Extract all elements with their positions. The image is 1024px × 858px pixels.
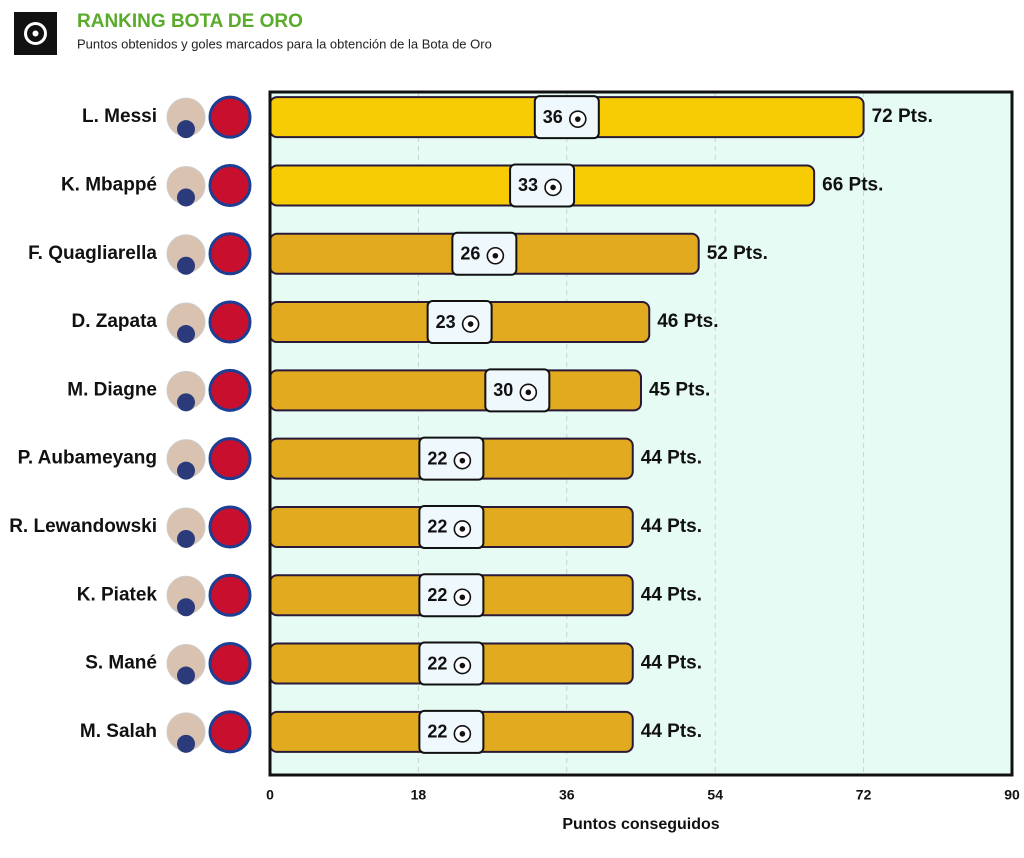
club-crest bbox=[208, 642, 252, 686]
goal-label: 22 bbox=[427, 653, 447, 673]
player-photo bbox=[177, 666, 195, 685]
club-crest bbox=[208, 368, 252, 412]
category-label: R. Lewandowski bbox=[9, 516, 157, 537]
category-label: K. Piatek bbox=[77, 584, 158, 605]
value-label: 45 Pts. bbox=[649, 379, 710, 400]
category-label: K. Mbappé bbox=[61, 174, 157, 195]
x-axis-label: Puntos conseguidos bbox=[562, 816, 719, 833]
ball-icon bbox=[525, 389, 532, 396]
category-label: M. Salah bbox=[80, 721, 157, 742]
x-tick-label: 0 bbox=[266, 787, 274, 803]
value-label: 66 Pts. bbox=[822, 174, 883, 195]
player-photo bbox=[177, 256, 195, 275]
category-label: L. Messi bbox=[82, 106, 157, 127]
value-label: 44 Pts. bbox=[641, 721, 702, 742]
club-crest bbox=[208, 573, 252, 617]
chart-subtitle: Puntos obtenidos y goles marcados para l… bbox=[77, 36, 492, 51]
value-label: 52 Pts. bbox=[707, 243, 768, 264]
value-label: 44 Pts. bbox=[641, 516, 702, 537]
x-tick-label: 54 bbox=[707, 787, 723, 803]
goal-badge bbox=[418, 504, 485, 549]
player-photo bbox=[177, 461, 195, 480]
goal-label: 22 bbox=[427, 585, 447, 605]
goal-label: 36 bbox=[543, 107, 563, 127]
x-tick-label: 90 bbox=[1004, 787, 1020, 803]
club-crest bbox=[208, 710, 252, 754]
x-tick-label: 18 bbox=[411, 787, 427, 803]
club-crest bbox=[208, 232, 252, 276]
ball-icon bbox=[459, 457, 466, 464]
goal-label: 22 bbox=[427, 722, 447, 742]
ball-icon bbox=[459, 662, 466, 669]
player-photo bbox=[177, 325, 195, 344]
category-label: M. Diagne bbox=[67, 379, 157, 400]
goal-label: 22 bbox=[427, 448, 447, 468]
goal-label: 30 bbox=[493, 380, 513, 400]
ball-icon bbox=[550, 184, 556, 191]
logo-icon bbox=[32, 30, 39, 37]
category-label: F. Quagliarella bbox=[28, 243, 157, 264]
value-label: 72 Pts. bbox=[872, 106, 933, 127]
player-photo bbox=[177, 734, 195, 753]
club-crest bbox=[208, 505, 252, 549]
category-label: P. Aubameyang bbox=[18, 448, 157, 469]
goal-badge bbox=[533, 95, 600, 140]
bar bbox=[269, 369, 642, 412]
club-crest bbox=[208, 300, 252, 344]
goal-badge bbox=[418, 573, 485, 618]
goal-badge bbox=[418, 436, 485, 481]
goal-label: 26 bbox=[460, 244, 480, 264]
logo-icon bbox=[24, 22, 47, 45]
value-label: 44 Pts. bbox=[641, 584, 702, 605]
category-label: S. Mané bbox=[85, 653, 157, 674]
chart-title: RANKING BOTA DE ORO bbox=[77, 11, 303, 32]
player-photo bbox=[177, 188, 195, 207]
goal-label: 22 bbox=[427, 517, 447, 537]
goal-label: 23 bbox=[436, 312, 456, 332]
ball-icon bbox=[459, 594, 466, 601]
x-tick-label: 72 bbox=[856, 787, 872, 803]
player-photo bbox=[177, 393, 195, 412]
player-photo bbox=[177, 598, 195, 617]
goal-badge bbox=[509, 163, 576, 208]
plot-border bbox=[268, 90, 1014, 777]
goal-badge bbox=[418, 641, 485, 686]
goal-badge bbox=[418, 709, 485, 754]
value-label: 44 Pts. bbox=[641, 448, 702, 469]
goal-badge bbox=[426, 300, 493, 345]
category-label: D. Zapata bbox=[71, 311, 157, 332]
player-photo bbox=[177, 120, 195, 139]
club-crest bbox=[208, 95, 252, 139]
value-label: 46 Pts. bbox=[657, 311, 718, 332]
ball-icon bbox=[467, 321, 474, 327]
ball-icon bbox=[459, 526, 466, 532]
club-crest bbox=[208, 163, 252, 207]
goal-badge bbox=[451, 231, 518, 276]
ball-icon bbox=[459, 731, 466, 737]
goal-badge bbox=[484, 368, 551, 413]
value-label: 44 Pts. bbox=[641, 653, 702, 674]
ball-icon bbox=[492, 252, 499, 259]
goal-label: 33 bbox=[518, 175, 538, 195]
club-crest bbox=[208, 437, 252, 481]
x-tick-label: 36 bbox=[559, 787, 575, 803]
player-photo bbox=[177, 529, 195, 548]
ball-icon bbox=[575, 116, 581, 122]
